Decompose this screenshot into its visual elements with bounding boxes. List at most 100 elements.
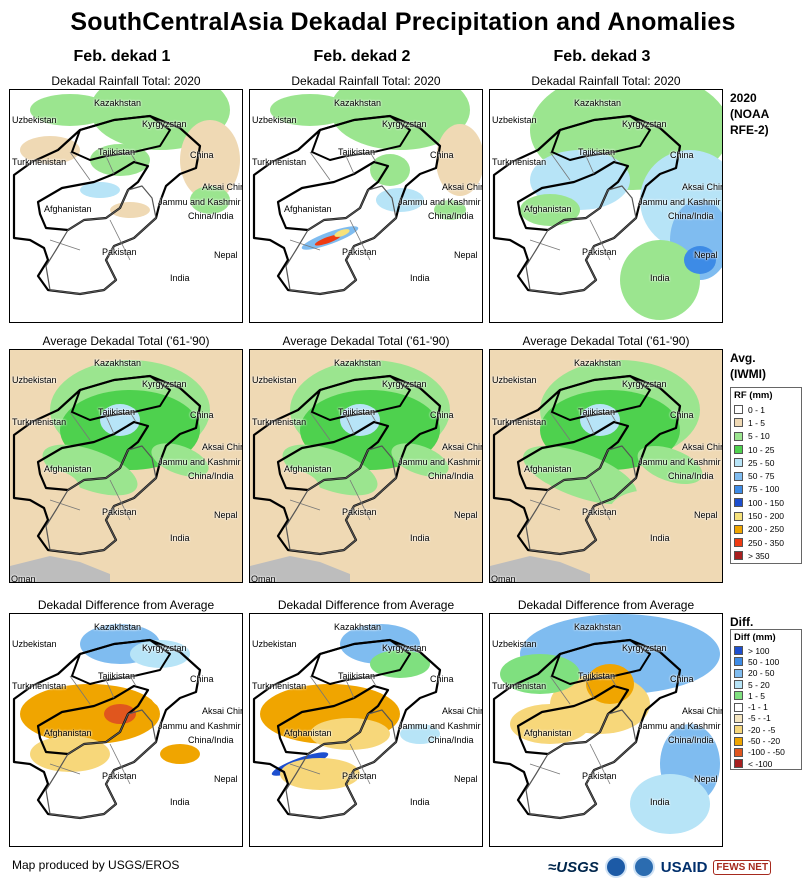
rainfall-legend-item: 100 - 150: [731, 496, 801, 509]
precipitation-area: [370, 650, 430, 678]
rainfall-legend-item: 1 - 5: [731, 416, 801, 429]
difference-legend-item: -100 - -50: [731, 747, 801, 758]
difference-legend-swatch: [734, 680, 743, 690]
precipitation-area: [684, 246, 716, 274]
precipitation-area: [30, 94, 110, 126]
difference-legend-label: 5 - 20: [748, 679, 770, 690]
central-asia-boundary: [551, 639, 651, 685]
province-boundaries: [49, 151, 137, 261]
rainfall-legend-swatch: [734, 511, 743, 521]
row-label-average-line-2: (IWMI): [730, 367, 766, 381]
central-asia-boundary: [311, 375, 411, 421]
rainfall-legend: RF (mm) 0 - 1 1 - 5 5 - 10 10 - 25 25 - 50 50…: [730, 387, 802, 564]
province-boundaries: [49, 675, 137, 785]
column-header-dekad-2: Feb. dekad 2: [313, 48, 411, 65]
difference-legend-label: -5 - -1: [748, 713, 771, 724]
precipitation-area: [510, 704, 590, 744]
sea-area: [250, 556, 350, 582]
precipitation-area: [400, 724, 440, 744]
rainfall-legend-item: 10 - 25: [731, 443, 801, 456]
province-boundaries: [529, 151, 617, 261]
difference-legend-swatch: [734, 646, 743, 656]
difference-legend-swatch: [734, 657, 743, 667]
precipitation-area: [630, 774, 710, 834]
map-canvas: [490, 614, 722, 846]
column-header-dekad-1: Feb. dekad 1: [73, 48, 171, 65]
precipitation-area: [190, 186, 230, 214]
row-label-difference: Diff.: [730, 614, 753, 630]
row-label-rainfall: 2020 (NOAA RFE-2): [730, 90, 769, 138]
sea-area: [490, 556, 590, 582]
province-boundaries: [529, 675, 617, 785]
precipitation-area: [282, 444, 378, 496]
difference-legend-label: 50 - 100: [748, 656, 780, 667]
pakistan-boundary: [525, 185, 637, 295]
difference-legend-label: -50 - -20: [748, 736, 781, 747]
difference-legend-label: < -100: [748, 758, 773, 769]
rainfall-legend-swatch: [734, 471, 743, 481]
central-asia-boundary: [71, 639, 171, 685]
rainfall-legend-item: 75 - 100: [731, 483, 801, 496]
precipitation-area: [160, 744, 200, 764]
precipitation-area: [20, 470, 80, 510]
precipitation-area: [270, 94, 350, 126]
map-difference-dekad-3: Kazakhstan Uzbekistan Kyrgyzstan Tajikistan…: [489, 613, 723, 847]
map-canvas: [10, 90, 242, 322]
map-difference-dekad-2: Kazakhstan Uzbekistan Kyrgyzstan Tajikistan…: [249, 613, 483, 847]
difference-legend-item: -1 - 1: [731, 701, 801, 712]
caption-r1-c2: Dekadal Rainfall Total: 2020: [291, 74, 441, 88]
precipitation-area: [500, 654, 580, 694]
difference-legend-label: -20 - -5: [748, 724, 776, 735]
agency-logos: ≈USGS USAID FEWS NET: [548, 856, 772, 878]
rainfall-legend-swatch: [734, 458, 743, 468]
difference-legend-item: < -100: [731, 758, 801, 769]
caption-r1-c1: Dekadal Rainfall Total: 2020: [51, 74, 201, 88]
difference-legend: Diff (mm) > 100 50 - 100 20 - 50 5 - 20 1 - …: [730, 629, 802, 771]
rainfall-legend-label: 25 - 50: [748, 457, 775, 468]
precipitation-area: [523, 445, 637, 505]
rainfall-legend-swatch: [734, 551, 743, 561]
difference-legend-label: -1 - 1: [748, 702, 768, 713]
footer-credit: Map produced by USGS/EROS: [12, 858, 180, 872]
pakistan-boundary: [45, 185, 157, 295]
precipitation-area: [130, 640, 190, 668]
pakistan-boundary: [45, 709, 157, 819]
map-canvas: [10, 350, 242, 582]
difference-legend-item: 20 - 50: [731, 668, 801, 679]
row-label-difference-line-1: Diff.: [730, 615, 754, 629]
usgs-logo: ≈USGS: [548, 858, 599, 876]
difference-legend-label: 20 - 50: [748, 668, 775, 679]
difference-legend-item: > 100: [731, 645, 801, 656]
map-rainfall-dekad-3: Kazakhstan Uzbekistan Kyrgyzstan Tajikistan…: [489, 89, 723, 323]
precipitation-area: [334, 229, 350, 237]
difference-legend-item: 50 - 100: [731, 656, 801, 667]
precipitation-area: [520, 194, 580, 226]
precipitation-area: [434, 200, 466, 220]
rainfall-legend-label: 50 - 75: [748, 471, 775, 482]
rainfall-legend-swatch: [734, 524, 743, 534]
pakistan-boundary: [45, 445, 157, 555]
rainfall-legend-label: 100 - 150: [748, 497, 784, 508]
map-canvas: [490, 350, 722, 582]
map-canvas: [250, 614, 482, 846]
rainfall-legend-swatch: [734, 445, 743, 455]
rainfall-legend-swatch: [734, 538, 743, 548]
map-canvas: [10, 614, 242, 846]
map-average-dekad-3: Kazakhstan Uzbekistan Kyrgyzstan Tajikistan…: [489, 349, 723, 583]
precipitation-area: [180, 120, 240, 200]
row-label-rainfall-line-3: RFE-2): [730, 123, 769, 137]
difference-legend-label: -100 - -50: [748, 747, 785, 758]
rainfall-legend-swatch: [734, 498, 743, 508]
precipitation-area: [151, 443, 209, 477]
caption-r3-c2: Dekadal Difference from Average: [277, 598, 455, 612]
pakistan-boundary: [525, 445, 637, 555]
difference-legend-swatch: [734, 691, 743, 701]
difference-legend-swatch: [734, 713, 743, 723]
caption-r2-c3: Average Dekadal Total ('61-'90): [522, 334, 690, 348]
map-difference-dekad-1: Kazakhstan Uzbekistan Kyrgyzstan Tajikistan…: [9, 613, 243, 847]
precipitation-area: [104, 704, 136, 724]
rainfall-legend-swatch: [734, 484, 743, 494]
precipitation-area: [370, 490, 450, 530]
province-boundaries: [529, 411, 617, 521]
rainfall-legend-title: RF (mm): [734, 390, 773, 401]
